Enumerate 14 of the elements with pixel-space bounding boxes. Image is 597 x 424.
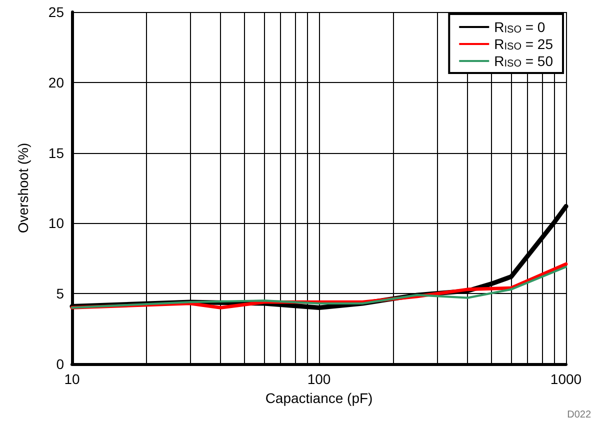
legend-label: RISO = 50 — [494, 53, 554, 70]
x-tick-label: 100 — [307, 371, 331, 387]
legend-label: RISO = 25 — [494, 36, 554, 52]
x-axis-title: Capactiance (pF) — [265, 390, 373, 406]
y-tick-label: 15 — [48, 144, 64, 161]
x-tick-label: 1000 — [550, 371, 582, 387]
y-tick-label: 5 — [56, 286, 64, 302]
y-tick-label: 0 — [56, 356, 64, 372]
y-axis-title: Overshoot (%) — [15, 142, 31, 234]
y-tick-label: 20 — [48, 74, 64, 90]
y-tick-label: 25 — [48, 4, 64, 20]
y-tick-label: 10 — [48, 215, 64, 232]
text: D022 — [567, 410, 592, 420]
legend-label: RISO = 0 — [494, 19, 546, 36]
